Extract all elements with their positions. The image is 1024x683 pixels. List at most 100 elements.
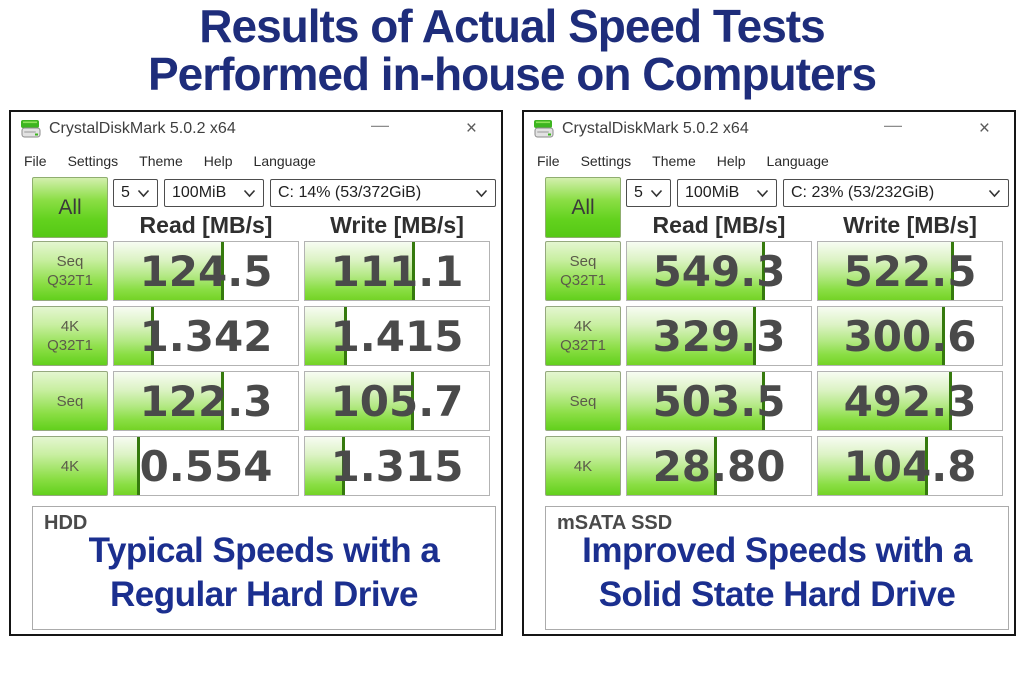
result-cell: 105.7 xyxy=(304,371,490,431)
test-count-value: 5 xyxy=(121,184,130,201)
comment-box[interactable]: HDD Typical Speeds with a Regular Hard D… xyxy=(32,506,496,630)
speed-bar xyxy=(818,437,929,495)
window-title: CrystalDiskMark 5.0.2 x64 xyxy=(562,120,749,137)
speed-value: 105.7 xyxy=(330,376,464,426)
menubar: File Settings Theme Help Language xyxy=(24,149,316,173)
menu-language[interactable]: Language xyxy=(766,153,829,169)
page-title: Results of Actual Speed Tests Performed … xyxy=(0,2,1024,98)
speed-bar xyxy=(114,372,225,430)
target-drive-select[interactable]: C: 14% (53/372GiB) xyxy=(270,179,496,207)
speed-bar xyxy=(627,242,765,300)
window-title: CrystalDiskMark 5.0.2 x64 xyxy=(49,120,236,137)
result-cell: 111.1 xyxy=(304,241,490,301)
row-button-seq[interactable]: Seq xyxy=(545,371,621,431)
target-drive-value: C: 23% (53/232GiB) xyxy=(791,184,935,201)
chevron-down-icon xyxy=(650,189,663,197)
row-button-4k[interactable]: 4K xyxy=(545,436,621,496)
speed-bar xyxy=(305,307,348,365)
menu-file[interactable]: File xyxy=(537,153,560,169)
read-column-header: Read [MB/s] xyxy=(139,212,273,238)
speed-value: 300.6 xyxy=(843,311,977,361)
titlebar[interactable]: CrystalDiskMark 5.0.2 x64 — × xyxy=(11,112,501,148)
write-column-header: Write [MB/s] xyxy=(330,212,464,238)
comment-box[interactable]: mSATA SSD Improved Speeds with a Solid S… xyxy=(545,506,1009,630)
crystaldiskmark-window-ssd: CrystalDiskMark 5.0.2 x64 — × File Setti… xyxy=(522,110,1016,636)
row-button-seq-q32t1[interactable]: Seq Q32T1 xyxy=(545,241,621,301)
row-button-seq-q32t1[interactable]: Seq Q32T1 xyxy=(32,241,108,301)
row-label-line1: Seq xyxy=(56,392,84,410)
test-size-select[interactable]: 100MiB xyxy=(677,179,777,207)
write-column-header: Write [MB/s] xyxy=(843,212,977,238)
row-button-4k-q32t1[interactable]: 4K Q32T1 xyxy=(545,306,621,366)
menu-theme[interactable]: Theme xyxy=(139,153,183,169)
row-label-line2: Q32T1 xyxy=(560,337,606,354)
speed-value: 28.80 xyxy=(652,441,786,491)
minimize-button[interactable]: — xyxy=(371,115,389,135)
menu-help[interactable]: Help xyxy=(203,153,233,169)
menu-settings[interactable]: Settings xyxy=(580,153,632,169)
all-test-button[interactable]: All xyxy=(32,177,108,238)
speed-value: 1.315 xyxy=(330,441,464,491)
caption-line1: Improved Speeds with a xyxy=(582,531,972,570)
caption-line2: Solid State Hard Drive xyxy=(598,575,956,614)
chevron-down-icon xyxy=(137,189,150,197)
result-cell: 104.8 xyxy=(817,436,1003,496)
menu-language[interactable]: Language xyxy=(253,153,316,169)
speed-value: 549.3 xyxy=(652,246,786,296)
speed-value: 104.8 xyxy=(843,441,977,491)
titlebar[interactable]: CrystalDiskMark 5.0.2 x64 — × xyxy=(524,112,1014,148)
crystaldiskmark-window-hdd: CrystalDiskMark 5.0.2 x64 — × File Setti… xyxy=(9,110,503,636)
speed-bar xyxy=(305,372,414,430)
result-cell: 503.5 xyxy=(626,371,812,431)
speed-bar xyxy=(818,307,945,365)
test-count-select[interactable]: 5 xyxy=(626,179,671,207)
speed-bar xyxy=(627,372,765,430)
close-button[interactable]: × xyxy=(978,118,990,139)
target-drive-select[interactable]: C: 23% (53/232GiB) xyxy=(783,179,1009,207)
result-cell: 300.6 xyxy=(817,306,1003,366)
row-button-4k-q32t1[interactable]: 4K Q32T1 xyxy=(32,306,108,366)
row-label-line1: Seq xyxy=(569,253,597,270)
speed-bar xyxy=(627,437,718,495)
row-label-line1: Seq xyxy=(56,253,84,270)
speed-bar xyxy=(114,307,155,365)
speed-value: 492.3 xyxy=(843,376,977,426)
speed-bar xyxy=(305,242,416,300)
page-title-line2: Performed in-house on Computers xyxy=(147,48,877,100)
menubar: File Settings Theme Help Language xyxy=(537,149,829,173)
row-button-4k[interactable]: 4K xyxy=(32,436,108,496)
speed-bar xyxy=(114,242,225,300)
row-label-line1: 4K xyxy=(573,318,593,335)
target-drive-value: C: 14% (53/372GiB) xyxy=(278,184,422,201)
row-label-line2: Q32T1 xyxy=(47,272,93,289)
result-cell: 522.5 xyxy=(817,241,1003,301)
speed-value: 1.342 xyxy=(139,311,273,361)
speed-value: 522.5 xyxy=(843,246,977,296)
speed-value: 0.554 xyxy=(139,441,273,491)
test-count-value: 5 xyxy=(634,184,643,201)
menu-settings[interactable]: Settings xyxy=(67,153,119,169)
test-count-select[interactable]: 5 xyxy=(113,179,158,207)
speed-bar xyxy=(818,372,953,430)
close-button[interactable]: × xyxy=(465,118,477,139)
caption: Improved Speeds with a Solid State Hard … xyxy=(546,529,1008,617)
menu-help[interactable]: Help xyxy=(716,153,746,169)
chevron-down-icon xyxy=(475,189,488,197)
result-cell: 0.554 xyxy=(113,436,299,496)
speed-value: 111.1 xyxy=(330,246,464,296)
test-size-value: 100MiB xyxy=(685,184,740,201)
drive-type-label: HDD xyxy=(44,512,88,534)
test-size-select[interactable]: 100MiB xyxy=(164,179,264,207)
result-cell: 329.3 xyxy=(626,306,812,366)
row-label-line1: Seq xyxy=(569,392,597,410)
row-button-seq[interactable]: Seq xyxy=(32,371,108,431)
caption: Typical Speeds with a Regular Hard Drive xyxy=(33,529,495,617)
row-label-line1: 4K xyxy=(60,318,80,335)
menu-file[interactable]: File xyxy=(24,153,47,169)
row-label-line1: 4K xyxy=(573,457,593,475)
result-cell: 124.5 xyxy=(113,241,299,301)
all-test-button[interactable]: All xyxy=(545,177,621,238)
minimize-button[interactable]: — xyxy=(884,115,902,135)
menu-theme[interactable]: Theme xyxy=(652,153,696,169)
row-label-line1: 4K xyxy=(60,457,80,475)
